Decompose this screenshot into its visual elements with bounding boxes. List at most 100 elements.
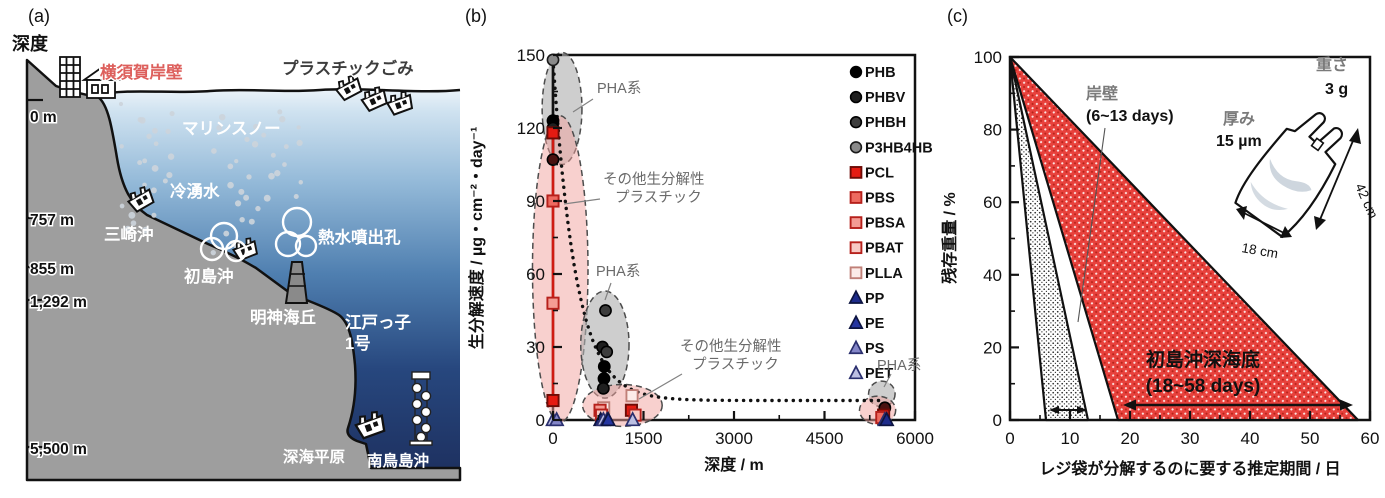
legend-label: PBAT [865,241,904,257]
c-y-tick-label: 20 [983,338,1002,357]
bag-thickness-label: 厚み [1223,110,1255,128]
arrow-head [1077,406,1087,414]
marker-square [849,191,863,204]
c-x-tick-label: 0 [1005,429,1014,448]
marker-square [849,241,863,255]
snow-dot [296,139,303,147]
b-x-tick-label: 6000 [896,429,934,448]
group-ellipses [531,51,897,428]
snow-dot [142,182,147,188]
snow-dot [124,225,132,233]
quay-band [1008,55,1090,422]
annotation-leader [572,98,594,113]
arrow-head [1123,399,1136,411]
snow-dot [268,172,275,180]
depth-tick-label: 0 m [30,109,57,126]
snow-dot [274,170,281,177]
panel-a-label: (a) [28,6,50,26]
snow-dot [211,148,217,154]
water-surface-line [95,87,461,97]
bag-weight-label: 重さ [1316,55,1348,74]
snow-dot [210,249,216,256]
label-off-hatsushima: 初島沖 [184,266,234,286]
b-x-tick-label: 3000 [715,429,753,448]
marker-triangle [600,411,617,427]
trend-fit-dotted [551,58,887,403]
panel-c-band-chart: (c) 0 10 20 30 40 50 60 0 20 40 60 80 100 岸壁 (6~13 d… [940,6,1381,478]
b-y-tick-label: 90 [526,192,545,211]
snow-dot [227,163,234,170]
marker-square [546,393,560,408]
legend-label: P3HB4HB [865,140,933,156]
b-y-tick-label: 60 [526,265,545,284]
legend-label: PP [865,291,885,307]
marker-circle [849,90,863,104]
c-x-tick-label: 60 [1361,429,1380,448]
snow-dot [142,226,150,234]
panel-b-label: (b) [465,6,487,26]
label-marine-snow: マリンスノー [182,120,281,138]
legend-label: PS [865,341,885,357]
snow-dot [167,153,175,160]
marker-square [849,216,863,229]
label-cold-seep: 冷湧水 [170,181,220,201]
snow-dot [293,193,299,200]
snow-dot [243,194,250,201]
trend-dotted-line [551,58,887,403]
snow-dot [263,194,271,202]
marker-square [625,389,639,403]
c-x-tick-label: 20 [1121,429,1140,448]
c-x-tick-label: 40 [1241,429,1260,448]
legend-label: PBS [865,191,895,207]
snow-dot [150,187,157,194]
annotation-leader [883,373,892,388]
arrow-head [1340,399,1353,411]
label-myojin-knoll: 明神海丘 [250,307,316,327]
hydrothermal-vent-icon [274,206,318,304]
marker-circle [849,65,863,79]
marker-triangle [848,339,864,355]
annotation-leader [563,198,601,205]
annotation-text: プラスチック [615,189,702,206]
snow-dot [227,181,234,189]
snow-dot [218,113,226,121]
marker-triangle [848,364,864,380]
snow-dot [216,124,223,131]
c-x-tick-label: 50 [1301,429,1320,448]
c-x-axis-label: レジ袋が分解するのに要する推定期間 / 日 [1039,459,1340,478]
snow-dot [151,164,159,172]
depth-axis-title: 深度 [12,33,49,54]
deepsea-band-name: 初島沖深海底 [1146,348,1260,371]
c-y-tick-label: 80 [983,121,1002,140]
snow-dot [153,141,159,147]
c-x-tick-label: 30 [1181,429,1200,448]
depth-tick-label: 5,500 m [30,441,87,458]
c-y-axis-label: 残存重量 / % [940,192,959,284]
snow-dot [223,230,230,237]
annotation-text: その他生分解性 [603,171,705,188]
snow-dot [255,205,261,212]
marker-circle [546,153,560,167]
marker-square [546,296,560,310]
plastic-bag-illustration [1234,112,1344,239]
legend-label: PCL [865,165,894,181]
marker-triangle [624,411,641,427]
label-edokko-1: 江戸っ子 [345,313,412,332]
depth-tick-label: 757 m [30,212,74,229]
bag-weight-value: 3 g [1325,81,1348,98]
quay-band-name: 岸壁 [1086,84,1118,103]
depth-tick-label: 1,292 m [30,294,87,311]
quay-leader-line [1077,127,1106,323]
bag-width-dim: 18 cm [1240,240,1279,261]
edokko-lander-icon [409,371,433,446]
quay-band-range: (6~13 days) [1086,108,1174,125]
bag-thickness-value: 15 µm [1216,133,1262,150]
legend-label: PHBV [865,90,906,106]
marker-circle [849,141,863,154]
panel-c-label: (c) [947,6,968,26]
annotation-text: PHA系 [597,80,641,97]
snow-dot [270,152,276,158]
snow-dot [296,125,301,130]
marker-square [849,166,863,179]
